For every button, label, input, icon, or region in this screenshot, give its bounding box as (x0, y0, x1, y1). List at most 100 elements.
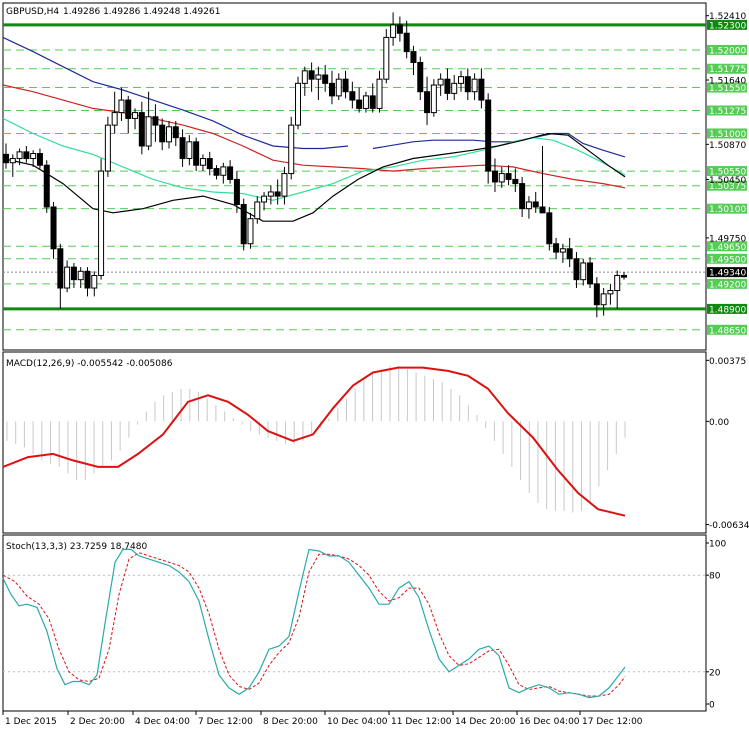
candle-body (186, 141, 193, 160)
candle-body (220, 166, 227, 176)
time-tick-label: 7 Dec 12:00 (198, 717, 253, 727)
candle-body (471, 78, 478, 93)
moving-average-line (2, 132, 626, 222)
candle-body (580, 262, 587, 281)
candle-body (498, 173, 505, 183)
time-tick-label: 11 Dec 12:00 (391, 717, 452, 727)
stoch-tick-label: 20 (709, 668, 721, 678)
candle-body (519, 183, 526, 210)
candle-body (485, 99, 492, 172)
candle-body (213, 168, 220, 176)
candle-body (247, 218, 254, 245)
candle-body (383, 36, 390, 80)
price-level-label-bg (707, 44, 747, 55)
current-price-label-bg (707, 267, 747, 278)
price-level-label-bg (707, 63, 747, 74)
candle-body (23, 151, 30, 160)
price-level-label: 1.50100 (709, 205, 746, 215)
candle-body (274, 191, 281, 197)
price-moving-averages (2, 36, 626, 222)
candle-body (593, 283, 600, 306)
price-axis: 1.52300 1.48900 1.52000 1.51775 1.51550 1.512… (706, 12, 747, 336)
time-tick-label: 10 Dec 04:00 (327, 717, 388, 727)
candle-body (444, 78, 451, 94)
candle-body (70, 266, 77, 281)
price-level-label: 1.49200 (709, 280, 746, 290)
time-tick-label: 14 Dec 20:00 (455, 717, 516, 727)
candle-body (512, 178, 519, 185)
macd-header: MACD(12,26,9) -0.005542 -0.005086 (6, 359, 173, 369)
stoch-axis: 100 80 20 0 (706, 540, 726, 711)
candle-body (30, 153, 37, 160)
price-level-label: 1.48650 (709, 326, 746, 336)
candle-body (362, 95, 369, 109)
price-tick-label: 1.49750 (709, 234, 746, 244)
candle-body (607, 290, 614, 295)
candle-body (566, 248, 573, 260)
stoch-tick-label: 100 (709, 540, 726, 550)
candle-body (417, 61, 424, 93)
price-level-label: 1.51000 (709, 130, 746, 140)
candle-body (206, 158, 213, 170)
price-level-label-bg (707, 241, 747, 252)
candle-body (152, 116, 159, 126)
candle-body (546, 212, 553, 245)
price-level-label: 1.48900 (709, 305, 746, 315)
candle-body (118, 99, 125, 114)
candle-body (267, 191, 274, 197)
candle-body (172, 126, 179, 139)
candle-body (98, 170, 105, 276)
price-level-label: 1.51550 (709, 84, 746, 94)
candle-body (458, 76, 465, 84)
macd-tick-label: 0.00 (709, 418, 729, 428)
candle-body (356, 99, 363, 109)
price-level-label-bg (707, 105, 747, 116)
price-level-label: 1.50550 (709, 168, 746, 178)
candle-body (403, 32, 410, 53)
macd-tick-label: 0.00375 (709, 357, 746, 367)
candle-body (349, 91, 356, 101)
candle-body (16, 151, 23, 160)
macd-histogram (6, 366, 626, 513)
candle-body (532, 201, 539, 208)
candle-body (614, 274, 621, 292)
stoch-pane: Stoch(13,3,3) 23.7259 18.7480 100 80 20 0 (2, 534, 726, 712)
moving-average-line (2, 84, 626, 189)
candle-body (464, 76, 471, 93)
price-tick-label: 1.50450 (709, 176, 746, 186)
price-level-label-bg (707, 166, 747, 177)
candle-body (505, 173, 512, 180)
moving-average-line (2, 36, 349, 150)
price-level-label: 1.51275 (709, 107, 746, 117)
candle-body (104, 124, 111, 172)
time-axis: 1 Dec 2015 2 Dec 20:00 4 Dec 04:00 7 Dec 12… (2, 711, 643, 727)
candle-body (451, 82, 458, 94)
price-tick-label: 1.52410 (709, 12, 746, 22)
time-tick-label: 1 Dec 2015 (5, 717, 57, 727)
candle-body (233, 178, 240, 205)
time-tick-label: 17 Dec 12:00 (582, 717, 643, 727)
candle-body (315, 74, 322, 80)
candle-body (91, 274, 98, 289)
candle-body (478, 78, 485, 101)
candle-body (3, 153, 9, 164)
candle-body (159, 124, 166, 143)
candle-body (322, 74, 329, 84)
candle-body (261, 195, 268, 203)
candle-body (132, 112, 139, 119)
candle-body (301, 70, 308, 84)
price-pane-frame (2, 2, 707, 351)
macd-signal-path (2, 366, 626, 517)
macd-signal-line (2, 366, 626, 517)
candle-body (424, 91, 431, 114)
candle-body (410, 51, 417, 63)
macd-pane-frame (2, 351, 707, 534)
moving-average-line (2, 117, 626, 201)
price-tick-label: 1.51640 (709, 77, 746, 87)
candle-body (84, 270, 91, 289)
price-tick-label: 1.50870 (709, 141, 746, 151)
candle-body (587, 262, 594, 285)
time-tick-label: 2 Dec 20:00 (70, 717, 125, 727)
price-level-label-bg (707, 19, 747, 30)
